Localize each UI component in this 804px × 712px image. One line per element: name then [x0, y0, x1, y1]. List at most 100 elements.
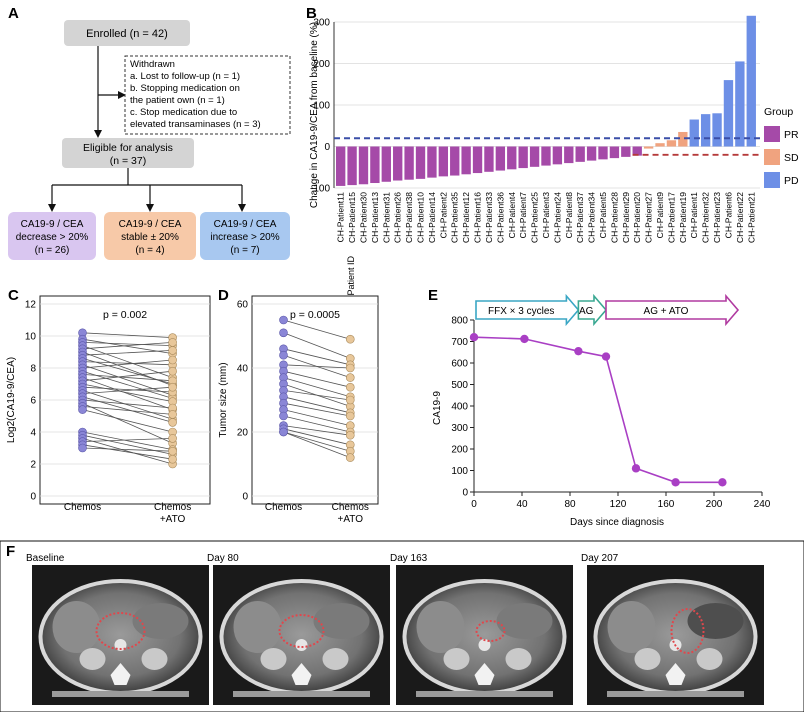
d-ytick-label: 40	[237, 364, 249, 375]
d-ytick-label: 20	[237, 428, 249, 439]
d-point-before	[279, 427, 288, 437]
b-xlabel: Patient ID	[346, 256, 356, 296]
b-xtick-label: CH-Patient1	[689, 192, 699, 239]
panel-label-a: A	[8, 5, 19, 22]
b-xtick-label: CH-Patient28	[609, 192, 619, 243]
e-ytick-label: 0	[462, 488, 468, 499]
b-xtick-label: CH-Patient37	[575, 192, 585, 243]
e-xtick-label: 160	[658, 499, 675, 510]
c-pair-line	[82, 447, 173, 452]
e-point	[469, 333, 479, 342]
e-axes: 0 100 200 300 400 500 600 700 800 0 40 80 120 160 200 2…	[451, 316, 770, 511]
b-bar	[381, 146, 391, 182]
ct-kidney-left	[141, 648, 168, 670]
b-bar	[484, 146, 494, 172]
c-point-before	[78, 443, 87, 453]
b-xtick-label: CH-Patient19	[678, 192, 688, 243]
b-xtick-label: CH-Patient6	[723, 192, 733, 239]
ct-liver	[416, 601, 465, 653]
b-bar	[404, 146, 414, 180]
b-bar	[598, 146, 608, 160]
b-ytick-label: 200	[313, 59, 330, 70]
e-ytick-label: 300	[451, 423, 468, 434]
b-bar	[700, 114, 711, 147]
ct-kidney-right	[634, 648, 661, 670]
panel-label-c: C	[8, 287, 19, 304]
e-point	[631, 464, 641, 473]
e-point	[601, 352, 611, 361]
stable-line3: (n = 4)	[135, 245, 164, 256]
d-xtick-label: Chemos	[265, 502, 302, 513]
c-pair-line	[82, 386, 173, 393]
b-bar	[415, 146, 426, 179]
ct-table	[607, 691, 744, 697]
b-y-ticks: 300 200 100 0 -100	[310, 18, 330, 195]
b-xtick-label: CH-Patient34	[587, 192, 597, 243]
c-pair-line	[82, 409, 173, 433]
c-pair-line	[82, 438, 173, 465]
d-pair-line	[283, 415, 351, 433]
d-pair-line	[283, 409, 351, 426]
c-xtick-label: Chemos	[154, 502, 191, 513]
e-ytick-label: 800	[451, 316, 468, 327]
ct-table	[52, 691, 189, 697]
d-point-after	[345, 373, 355, 382]
ct-label: Day 80	[207, 553, 239, 564]
e-xlabel: Days since diagnosis	[570, 517, 664, 528]
b-legend-swatch	[764, 172, 780, 188]
ct-vertebra	[474, 663, 495, 685]
c-point-after	[168, 410, 177, 419]
b-xtick-label: CH-Patient21	[746, 192, 756, 243]
increase-line1: CA19-9 / CEA	[214, 219, 277, 230]
panel-label-b: B	[306, 5, 317, 22]
b-bar	[643, 146, 654, 149]
c-pair-line	[82, 402, 173, 444]
ct-vertebra	[110, 663, 131, 685]
b-xtick-label: CH-Patient31	[381, 192, 391, 243]
d-pair-line	[283, 364, 351, 369]
b-xtick-label: CH-Patient10	[416, 192, 426, 243]
d-pair-line	[283, 319, 351, 340]
d-xtick-label: Chemos	[332, 502, 369, 513]
b-bar	[666, 140, 677, 147]
panel-label-e: E	[428, 287, 438, 304]
b-bar	[507, 146, 517, 170]
b-xtick-label: CH-Patient23	[712, 192, 722, 243]
b-bar	[461, 146, 471, 175]
withdrawn-box	[124, 55, 291, 135]
ct-kidney-left	[505, 648, 532, 670]
b-xtick-label: CH-Patient4	[507, 192, 517, 239]
b-bar	[712, 113, 722, 147]
b-xtick-label: CH-Patient32	[701, 192, 711, 243]
c-pair-line	[82, 359, 173, 369]
ct-aorta	[295, 639, 308, 651]
b-legend-swatch	[764, 149, 780, 165]
ct-vertebra	[665, 663, 686, 685]
b-bar	[689, 119, 699, 147]
b-bar	[370, 146, 380, 184]
b-xtick-label: CH-Patient15	[347, 192, 357, 243]
withdrawn-b2: the patient own (n = 1)	[130, 95, 225, 106]
ct-stomach	[132, 603, 189, 639]
c-point-after	[168, 338, 177, 347]
b-bar	[438, 146, 449, 177]
d-point-after	[345, 411, 355, 421]
d-point-after	[345, 382, 355, 392]
c-pair-line	[82, 431, 173, 450]
c-ytick-label: 4	[30, 428, 36, 439]
b-legend-label: PR	[784, 129, 799, 141]
ct-stomach	[313, 603, 370, 639]
c-pair-line	[82, 345, 173, 378]
ct-tumor-roi	[475, 620, 506, 642]
stable-line2: stable ± 20%	[121, 232, 179, 243]
eligible-line1: Eligible for analysis	[83, 142, 173, 154]
e-series	[469, 333, 727, 487]
d-pair-line	[283, 402, 351, 417]
c-ylabel: Log2(CA19-9/CEA)	[6, 357, 17, 443]
d-point-before	[279, 350, 288, 360]
d-pair-line	[283, 390, 351, 401]
e-point	[718, 478, 727, 487]
ct-tumor-roi	[95, 612, 146, 650]
d-points	[279, 315, 355, 462]
